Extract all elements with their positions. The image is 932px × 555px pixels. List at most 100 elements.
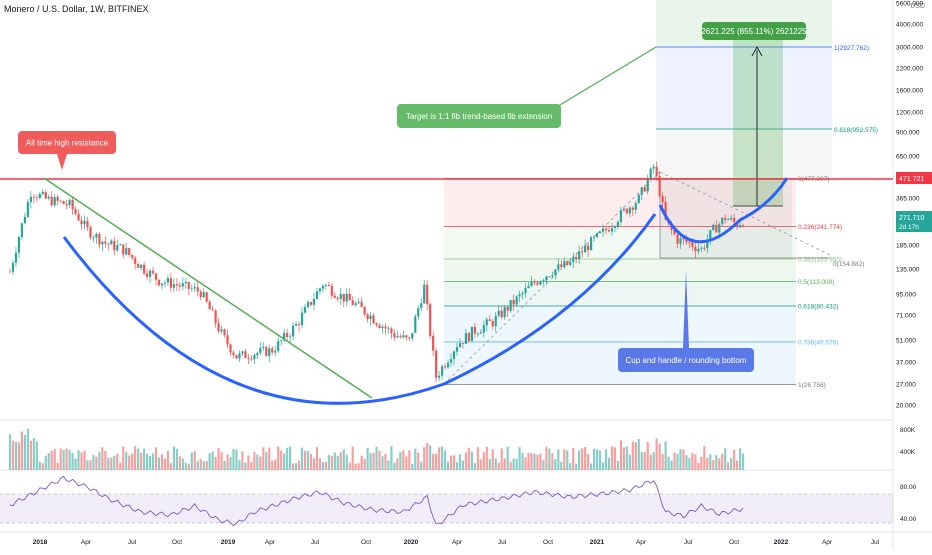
measure-box: [733, 40, 783, 206]
volume-bar: [706, 457, 709, 470]
volume-bar: [730, 458, 733, 470]
volume-bar: [441, 446, 444, 470]
candle-body: [661, 196, 664, 202]
volume-bar: [306, 450, 310, 470]
volume-bar: [309, 453, 313, 470]
fib-level-label: 1(26.758): [798, 382, 826, 389]
price-tick: 27.000: [896, 382, 916, 389]
volume-bar: [226, 454, 229, 470]
candle-body: [312, 298, 316, 305]
candle-body: [283, 332, 286, 341]
volume-bar: [420, 461, 423, 470]
candle-body: [494, 315, 497, 327]
volume-bar: [512, 458, 515, 470]
volume-bar: [143, 448, 146, 470]
fib-level-label: 0.5(113.000): [798, 279, 834, 286]
volume-bar: [518, 447, 521, 470]
candle-body: [286, 332, 289, 337]
price-tick: 71.000: [896, 313, 916, 320]
volume-bar: [160, 454, 164, 470]
candle-body: [223, 329, 226, 336]
volume-bar: [396, 458, 399, 470]
candle-body: [631, 207, 634, 210]
volume-bar: [339, 452, 342, 470]
candle-body: [411, 332, 414, 339]
candle-body: [703, 247, 706, 249]
candle-body: [190, 288, 193, 290]
candle-body: [479, 332, 482, 334]
candle-body: [497, 310, 500, 316]
volume-bar: [381, 456, 384, 470]
fib-level-label: 0.786(49.570): [798, 339, 838, 346]
time-tick: 2018: [33, 539, 48, 546]
price-tick: 365.000: [896, 196, 920, 203]
candle-body: [381, 326, 384, 328]
candle-body: [575, 257, 578, 260]
volume-bar: [560, 462, 563, 470]
candle-body: [98, 233, 101, 245]
candle-body: [515, 296, 518, 305]
volume-bar: [71, 453, 74, 470]
candle-body: [512, 299, 515, 305]
time-tick: Jul: [128, 539, 137, 546]
volume-bar: [268, 447, 271, 470]
volume-bar: [131, 453, 134, 470]
candle-body: [65, 204, 68, 206]
volume-bar: [47, 453, 50, 470]
candle-body: [241, 351, 244, 354]
candle-body: [545, 276, 548, 281]
candle-body: [649, 168, 652, 179]
time-tick: Jul: [498, 539, 507, 546]
candle-body: [226, 335, 229, 345]
volume-bar: [452, 455, 456, 470]
volume-bar: [357, 463, 360, 470]
volume-bar: [449, 455, 453, 470]
volume-bar: [479, 459, 482, 470]
volume-bar: [178, 456, 181, 470]
volume-bar: [80, 452, 83, 470]
volume-bar: [134, 446, 137, 470]
rsi-line: [9, 475, 744, 527]
candle-body: [89, 227, 92, 238]
candle-body: [524, 288, 527, 294]
candle-body: [14, 252, 18, 263]
candle-body: [134, 257, 137, 264]
candle-body: [592, 236, 596, 238]
candle-body: [658, 176, 661, 197]
volume-bar: [673, 452, 676, 470]
candle-body: [154, 273, 158, 280]
volume-bar: [485, 446, 488, 470]
candle-body: [145, 273, 149, 277]
volume-bar: [464, 452, 468, 470]
candle-body: [187, 281, 190, 289]
volume-bar: [697, 462, 700, 470]
candle-body: [536, 282, 539, 285]
candle-body: [274, 351, 277, 353]
volume-bar: [709, 454, 712, 470]
ext-level-label: 1(2927.762): [834, 45, 869, 52]
candle-body: [673, 229, 676, 235]
candle-body: [557, 264, 560, 270]
volume-bar: [241, 451, 244, 470]
candle-body: [697, 248, 700, 252]
candle-body: [369, 315, 372, 320]
volume-bar: [199, 458, 202, 470]
volume-bar: [256, 454, 259, 470]
candle-body: [62, 201, 65, 205]
candle-body: [330, 285, 333, 296]
volume-bar: [670, 460, 673, 470]
candle-body: [503, 307, 506, 318]
rsi-tick: 80.00: [900, 484, 917, 491]
candle-body: [551, 275, 554, 277]
candle-body: [634, 203, 637, 210]
candle-body: [122, 244, 125, 255]
volume-bar: [286, 447, 289, 470]
candle-body: [160, 283, 164, 286]
volume-bar: [470, 451, 473, 470]
candle-body: [193, 287, 196, 289]
candle-body: [309, 302, 313, 305]
volume-bar: [232, 449, 235, 470]
volume-bar: [244, 462, 247, 470]
ext-zone: [656, 47, 832, 129]
